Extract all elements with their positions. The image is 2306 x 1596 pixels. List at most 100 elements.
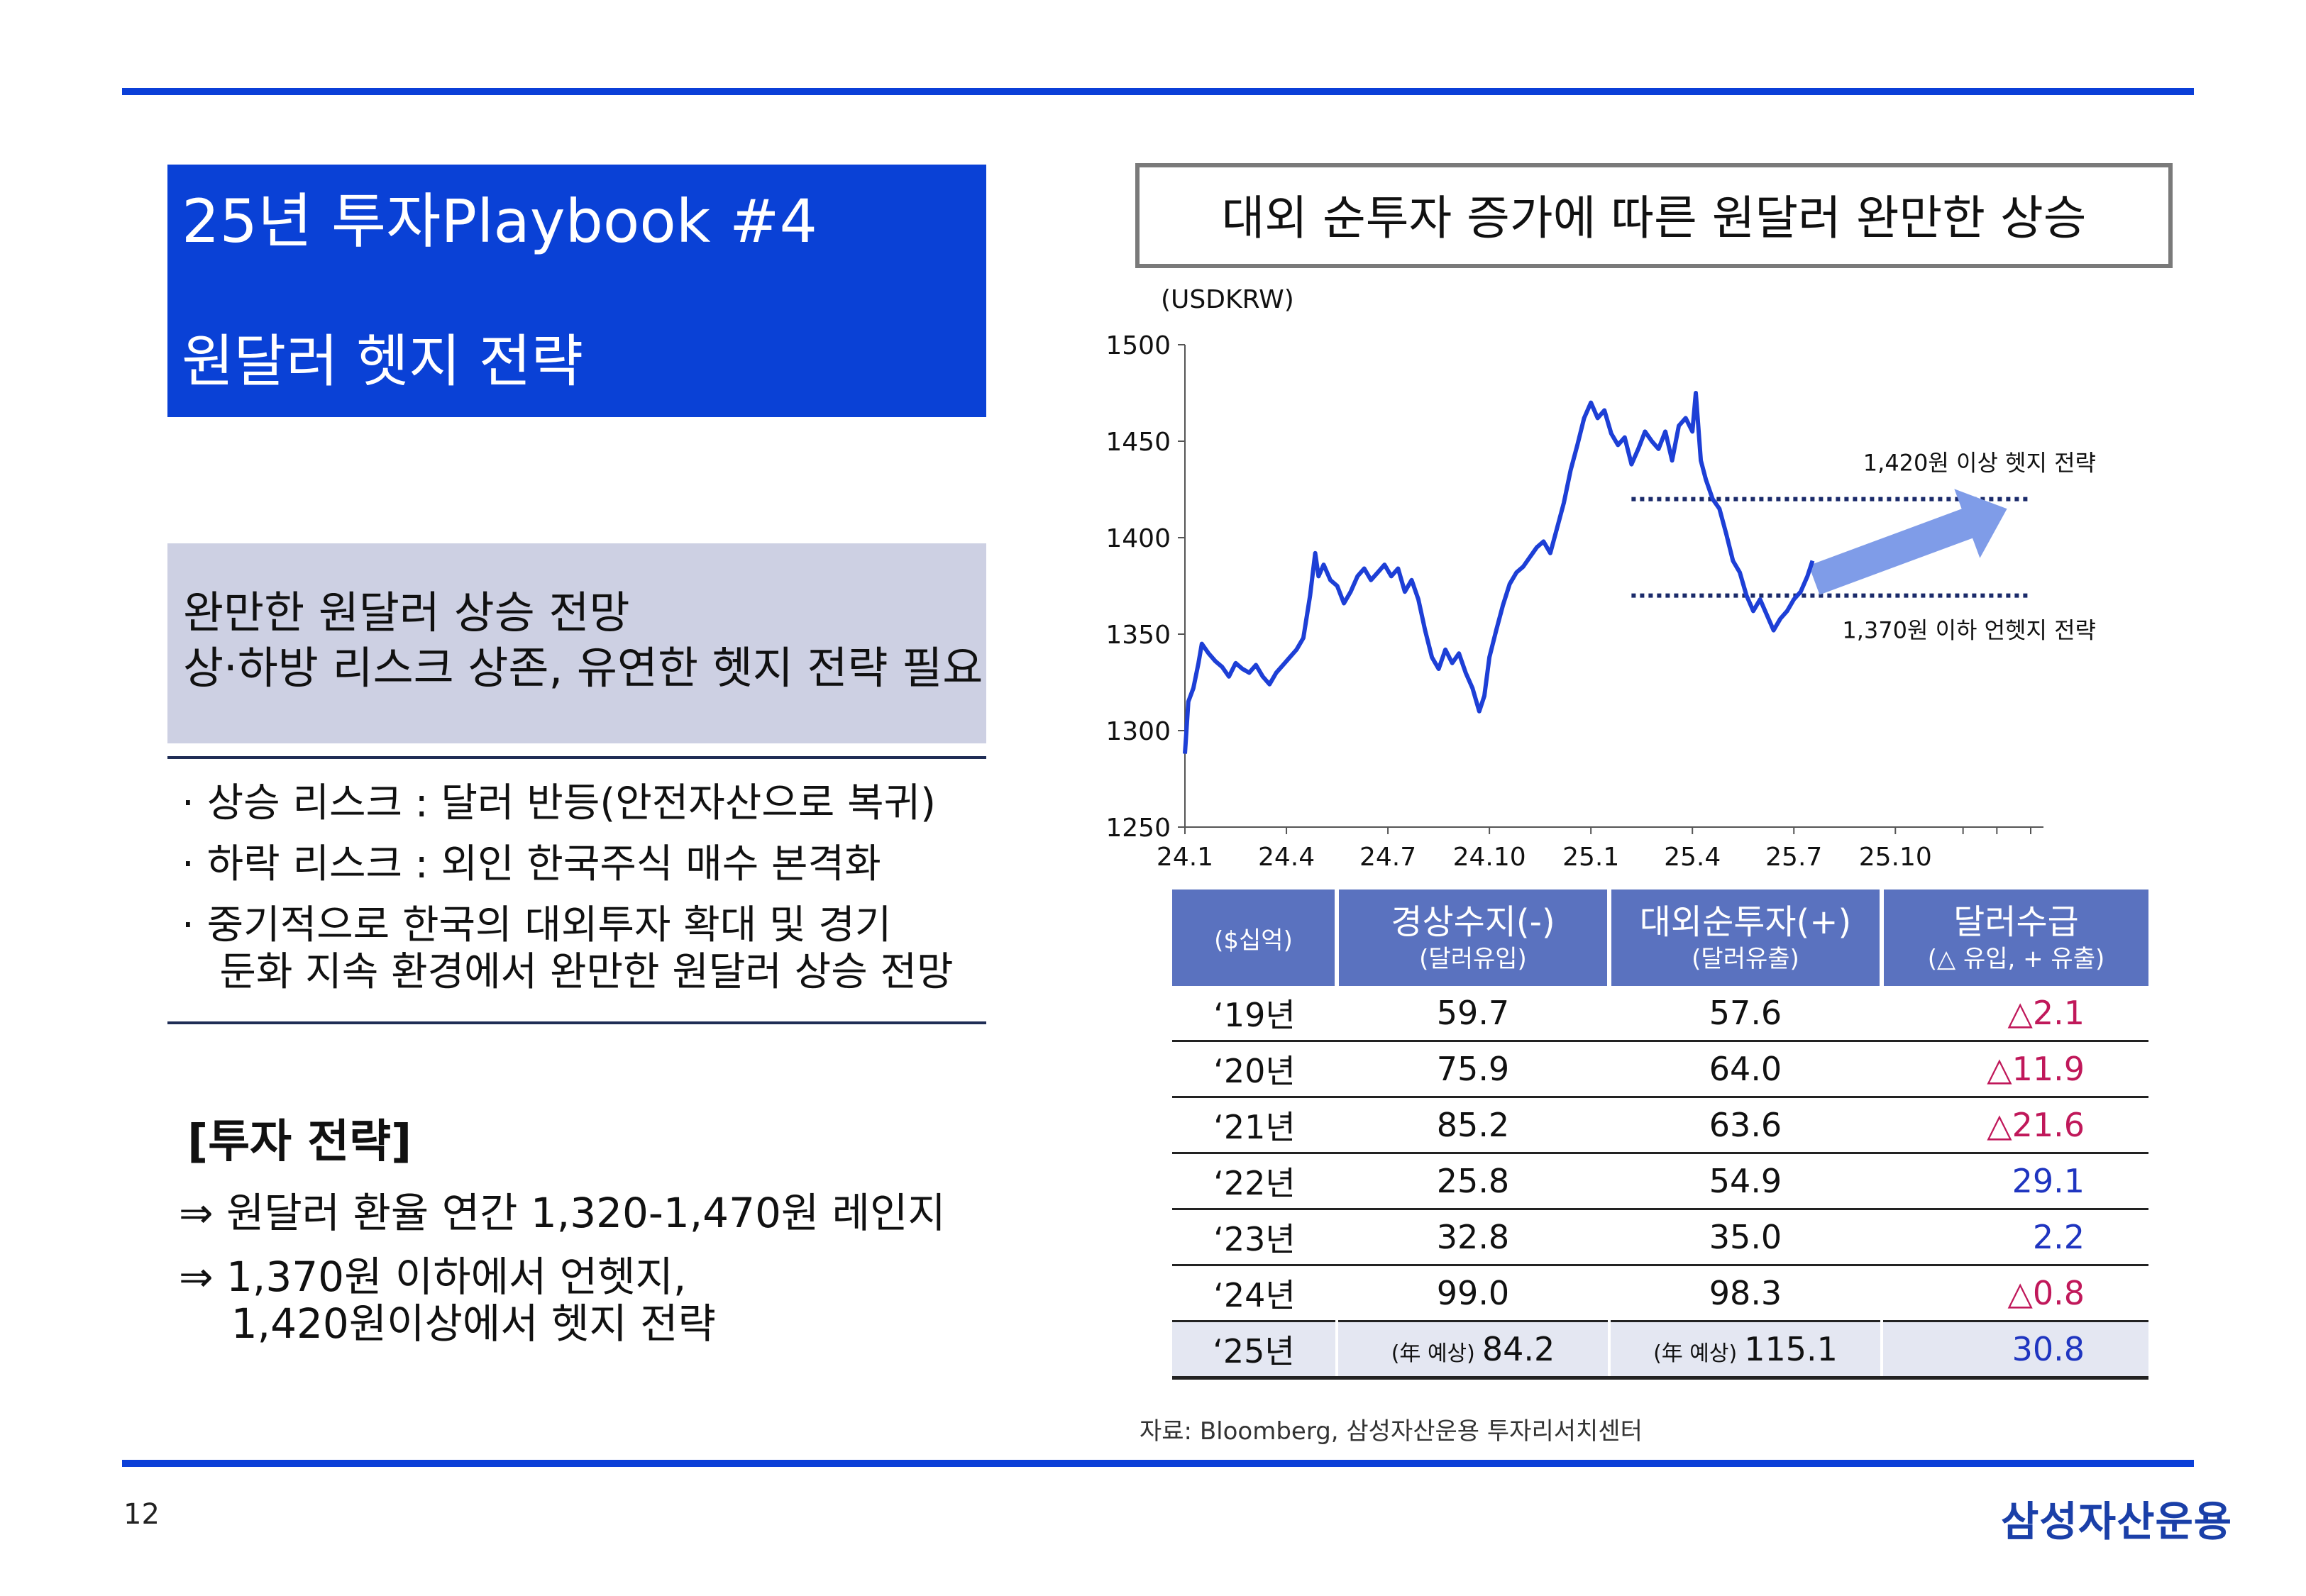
year-cell: ‘24년 — [1172, 1265, 1337, 1322]
net-investment-cell: 64.0 — [1609, 1041, 1882, 1098]
bullet-2: · 하락 리스크 : 외인 한국주식 매수 본격화 — [182, 841, 881, 887]
usdkrw-series-line — [1183, 391, 1815, 754]
current-account-cell: (年 예상) 84.2 — [1335, 1321, 1609, 1380]
year-cell: ‘23년 — [1172, 1209, 1337, 1266]
table-row: ‘22년 25.8 54.9 29.1 — [1172, 1153, 2148, 1210]
page-number: 12 — [123, 1498, 160, 1531]
header-sublabel: (△ 유입, + 유출) — [1927, 945, 2105, 973]
source-note: 자료: Bloomberg, 삼성자산운용 투자리서치센터 — [1140, 1417, 1643, 1446]
trend-arrow-shape — [1809, 489, 2007, 595]
page-title: 25년 투자Playbook #4 — [182, 187, 817, 256]
net-investment-cell-value: 54.9 — [1709, 1162, 1782, 1200]
balance-cell-value: △2.1 — [2007, 994, 2085, 1032]
net-investment-cell: (年 예상) 115.1 — [1608, 1321, 1882, 1380]
current-account-cell-value: 25.8 — [1436, 1162, 1510, 1200]
year-cell-value: ‘21년 — [1213, 1108, 1296, 1146]
current-account-cell: 25.8 — [1337, 1153, 1609, 1210]
year-cell-value: ‘19년 — [1213, 996, 1296, 1034]
y-tick-label: 1450 — [1107, 428, 1171, 457]
current-account-cell: 85.2 — [1337, 1097, 1609, 1154]
title-box: 25년 투자Playbook #4 원달러 헷지 전략 — [167, 165, 986, 417]
table-row: ‘20년 75.9 64.0 △11.9 — [1172, 1041, 2148, 1098]
trend-arrow — [1809, 489, 2007, 595]
divider — [167, 756, 986, 759]
year-cell-value: ‘24년 — [1213, 1276, 1296, 1314]
header-current-account: 경상수지(-) (달러유입) — [1335, 890, 1609, 986]
x-tick-label: 25.4 — [1664, 843, 1721, 872]
balance-cell-value: 29.1 — [2012, 1162, 2085, 1200]
chart-title-box: 대외 순투자 증가에 따른 원달러 완만한 상승 — [1135, 163, 2173, 268]
table-row: ‘24년 99.0 98.3 △0.8 — [1172, 1265, 2148, 1322]
current-account-cell-value: 59.7 — [1436, 994, 1510, 1032]
divider — [167, 1021, 986, 1024]
bullet-4: 둔화 지속 환경에서 완만한 원달러 상승 전망 — [182, 949, 954, 995]
header-unit-label: ($십억) — [1214, 926, 1293, 955]
header-net-investment: 대외순투자(+) (달러유출) — [1607, 890, 1882, 986]
header-unit: ($십억) — [1172, 890, 1337, 986]
dollar-flow-table: ($십억) 경상수지(-) (달러유입) 대외순투자(+) (달러유출) 달러수급 (… — [1172, 890, 2148, 1380]
balance-cell-value: 30.8 — [2012, 1330, 2085, 1368]
strategy-line-3: 1,420원이상에서 헷지 전략 — [179, 1299, 716, 1348]
net-investment-cell-value: 57.6 — [1709, 994, 1782, 1032]
net-investment-cell-value: 115.1 — [1744, 1330, 1838, 1368]
year-cell: ‘21년 — [1172, 1097, 1337, 1154]
y-tick-label: 1400 — [1107, 524, 1171, 553]
reference-lines: 1,420원 이상 헷지 전략 1,370원 이하 언헷지 전략 — [1631, 450, 2096, 644]
current-account-cell-value: 84.2 — [1482, 1330, 1555, 1368]
current-account-cell-value: 75.9 — [1436, 1050, 1510, 1088]
balance-cell: △0.8 — [1882, 1265, 2148, 1322]
header-sublabel: (달러유입) — [1419, 945, 1527, 973]
header-sublabel: (달러유출) — [1692, 945, 1799, 973]
outlook-line-2: 상·하방 리스크 상존, 유연한 헷지 전략 필요 — [183, 642, 983, 694]
company-logo: 삼성자산운용 — [2001, 1497, 2233, 1546]
current-account-cell: 32.8 — [1337, 1209, 1609, 1266]
year-cell: ‘25년 — [1172, 1321, 1337, 1380]
current-account-cell: 59.7 — [1337, 986, 1609, 1042]
x-tick-label: 25.1 — [1562, 843, 1619, 872]
reference-line-label: 1,370원 이하 언헷지 전략 — [1842, 617, 2096, 644]
x-tick-label: 24.10 — [1453, 843, 1526, 872]
page-subtitle: 원달러 헷지 전략 — [182, 328, 584, 394]
balance-cell: 2.2 — [1882, 1209, 2148, 1266]
strategy-line-2: ⇒ 1,370원 이하에서 언헷지, — [179, 1253, 687, 1301]
net-investment-cell-value: 63.6 — [1709, 1106, 1782, 1144]
net-investment-cell: 63.6 — [1609, 1097, 1882, 1154]
net-investment-cell-value: 64.0 — [1709, 1050, 1782, 1088]
current-account-cell: 75.9 — [1337, 1041, 1609, 1098]
strategy-line-1: ⇒ 원달러 환율 연간 1,320-1,470원 레인지 — [179, 1189, 946, 1237]
net-investment-cell-value: 98.3 — [1709, 1274, 1782, 1312]
y-tick-label: 1300 — [1107, 717, 1171, 746]
outlook-box: 완만한 원달러 상승 전망 상·하방 리스크 상존, 유연한 헷지 전략 필요 — [167, 543, 986, 743]
net-investment-cell: 54.9 — [1609, 1153, 1882, 1210]
current-account-cell-value: 32.8 — [1436, 1218, 1510, 1256]
chart-ticks: 1250 1300 1350 1400 1450 1500 24.1 24.4 24.7 24.1… — [1107, 331, 2031, 872]
balance-cell: 29.1 — [1882, 1153, 2148, 1210]
table-row: ‘25년 (年 예상) 84.2 (年 예상) 115.1 30.8 — [1172, 1321, 2148, 1380]
balance-cell-value: △21.6 — [1987, 1106, 2085, 1144]
chart-series — [1183, 391, 1815, 754]
strategy-heading: [투자 전략] — [187, 1116, 412, 1168]
estimate-label: (年 예상) — [1391, 1341, 1475, 1366]
year-cell: ‘19년 — [1172, 986, 1337, 1042]
usdkrw-line-chart: (USDKRW) 1250 1300 1350 1400 1450 1500 24.1 24.… — [1107, 285, 2096, 872]
table-row: ‘23년 32.8 35.0 2.2 — [1172, 1209, 2148, 1266]
balance-cell-value: △0.8 — [2007, 1274, 2085, 1312]
bullet-1: · 상승 리스크 : 달러 반등(안전자산으로 복귀) — [182, 780, 937, 826]
balance-cell: △2.1 — [1882, 986, 2148, 1042]
year-cell: ‘22년 — [1172, 1153, 1337, 1210]
current-account-cell: 99.0 — [1337, 1265, 1609, 1322]
balance-cell: △11.9 — [1882, 1041, 2148, 1098]
x-tick-label: 25.7 — [1765, 843, 1822, 872]
balance-cell: △21.6 — [1882, 1097, 2148, 1154]
chart-axes — [1184, 345, 2043, 828]
current-account-cell-value: 85.2 — [1436, 1106, 1510, 1144]
y-tick-label: 1250 — [1107, 814, 1171, 843]
net-investment-cell: 98.3 — [1609, 1265, 1882, 1322]
header-label: 대외순투자(+) — [1639, 902, 1852, 942]
net-investment-cell: 57.6 — [1609, 986, 1882, 1042]
table-header-row: ($십억) 경상수지(-) (달러유입) 대외순투자(+) (달러유출) 달러수급 (… — [1172, 890, 2148, 986]
current-account-cell-value: 99.0 — [1436, 1274, 1510, 1312]
top-rule — [122, 88, 2194, 95]
net-investment-cell-value: 35.0 — [1709, 1218, 1782, 1256]
header-label: 경상수지(-) — [1391, 902, 1555, 942]
